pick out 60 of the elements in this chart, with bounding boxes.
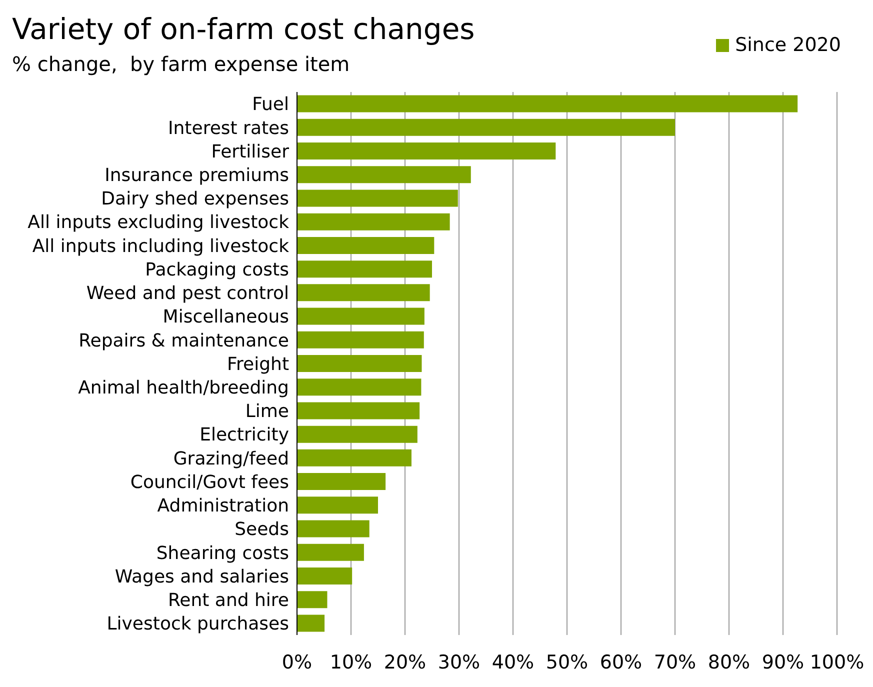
y-tick-label: Livestock purchases [106, 614, 289, 635]
x-tick-label: 60% [600, 651, 642, 674]
bar [297, 402, 420, 420]
bar [297, 591, 328, 608]
y-tick-label: Wages and salaries [114, 566, 289, 588]
bar [297, 614, 325, 632]
bar [297, 118, 675, 136]
y-tick-label: Grazing/feed [173, 448, 289, 470]
y-tick-label: Administration [157, 496, 289, 517]
x-tick-label: 20% [384, 651, 426, 674]
y-tick-label: Rent and hire [168, 590, 289, 611]
x-tick-label: 10% [330, 651, 372, 674]
y-tick-label: Council/Govt fees [130, 472, 289, 493]
x-tick-label: 0% [282, 651, 312, 674]
x-tick-label: 40% [492, 651, 534, 674]
y-tick-label: All inputs excluding livestock [28, 212, 290, 234]
chart-title: Variety of on-farm cost changes [12, 12, 475, 46]
legend-label: Since 2020 [735, 34, 841, 56]
bar [297, 544, 364, 561]
bar [297, 95, 798, 112]
bar [297, 355, 422, 372]
bar [297, 166, 471, 184]
bar [297, 496, 378, 514]
x-tick-label: 90% [762, 651, 804, 674]
bar [297, 426, 418, 443]
y-tick-label: Shearing costs [156, 542, 289, 564]
bar [297, 213, 450, 230]
y-tick-label: Dairy shed expenses [101, 188, 289, 210]
y-tick-label: Electricity [200, 424, 290, 446]
y-tick-label: Interest rates [168, 118, 289, 139]
y-tick-label: Weed and pest control [86, 283, 289, 304]
x-tick-label: 30% [438, 651, 480, 674]
x-tick-label: 70% [654, 651, 696, 674]
bar [297, 308, 424, 325]
y-tick-label: All inputs including livestock [32, 236, 290, 257]
y-tick-label: Insurance premiums [104, 165, 289, 186]
bar [297, 236, 434, 254]
y-tick-label: Seeds [234, 519, 289, 540]
chart-subtitle: % change, by farm expense item [12, 52, 350, 76]
bar [297, 142, 556, 160]
bar [297, 520, 370, 538]
x-tick-label: 80% [708, 651, 750, 674]
x-tick-label: 50% [546, 651, 588, 674]
bar [297, 284, 430, 302]
y-tick-label: Fuel [252, 94, 289, 116]
bar [297, 473, 386, 490]
bar [297, 190, 458, 207]
bar [297, 378, 422, 396]
y-tick-label: Animal health/breeding [78, 378, 289, 398]
bar [297, 331, 424, 348]
y-tick-label: Fertiliser [211, 141, 290, 162]
bar [297, 449, 412, 466]
y-tick-label: Miscellaneous [162, 306, 289, 328]
x-tick-label: 100% [810, 651, 864, 674]
bar [297, 260, 432, 278]
y-tick-label: Lime [245, 401, 289, 422]
y-tick-label: Packaging costs [145, 259, 289, 280]
y-tick-label: Freight [226, 354, 289, 375]
bar [297, 567, 352, 584]
y-tick-label: Repairs & maintenance [78, 330, 289, 352]
